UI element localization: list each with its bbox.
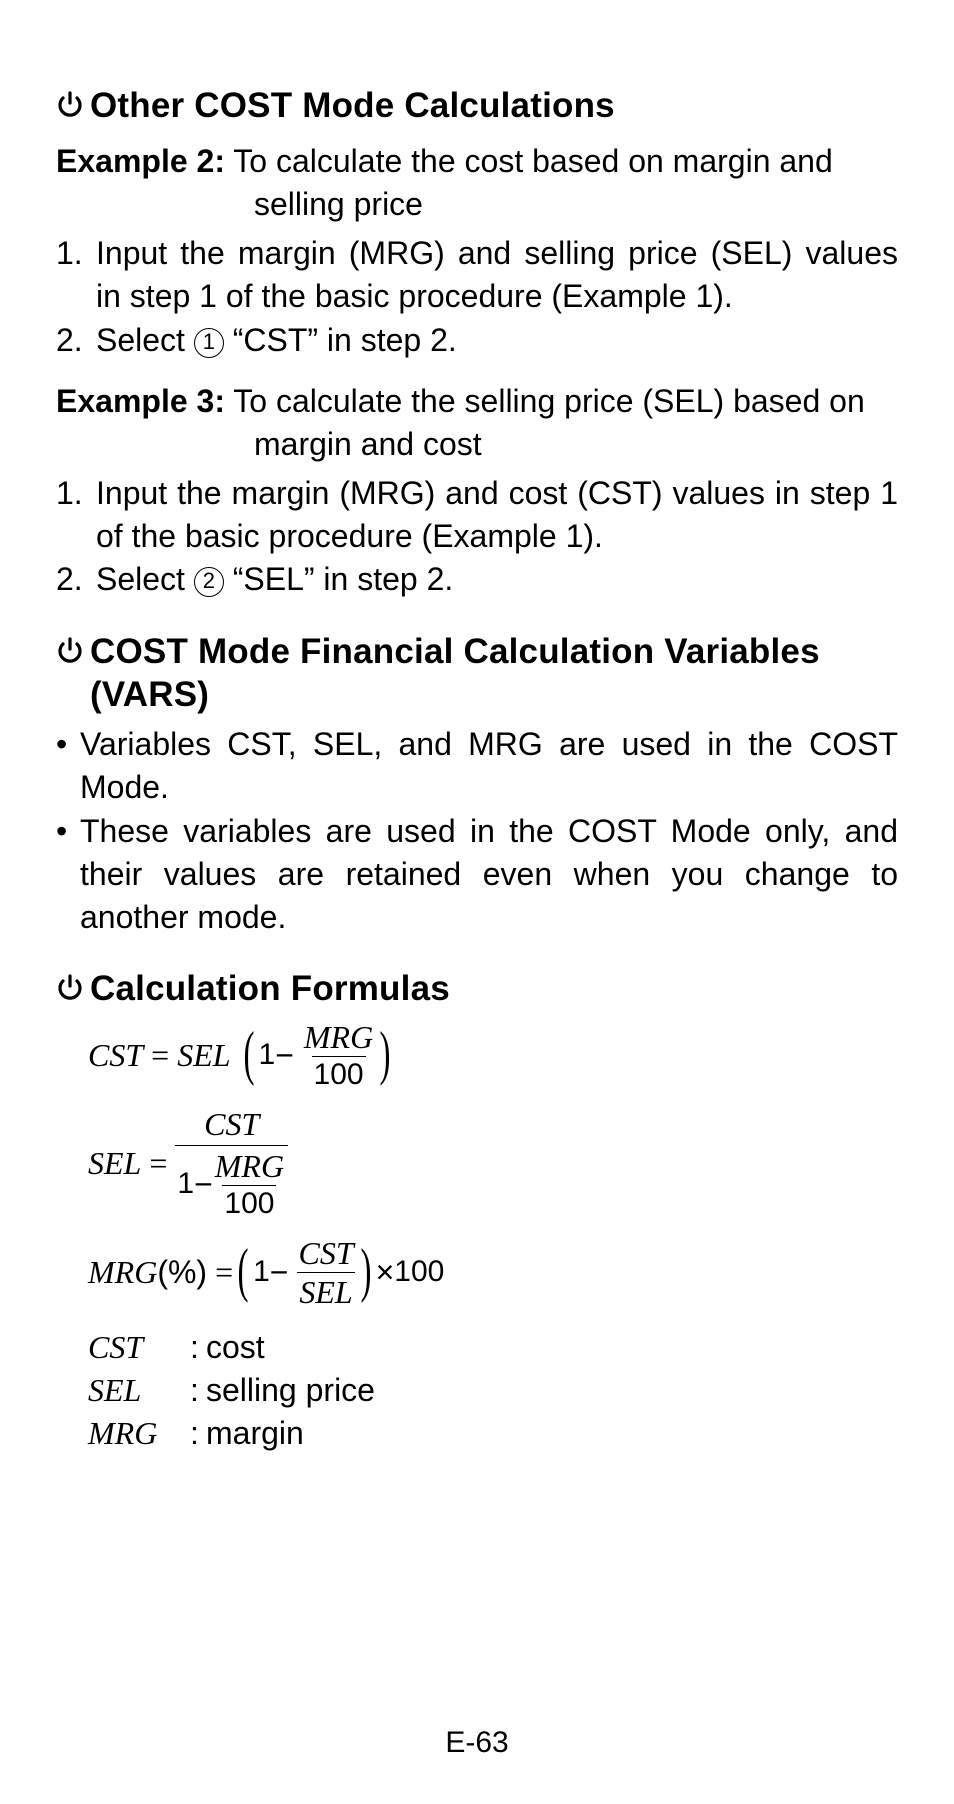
- page-number: E-63: [0, 1726, 954, 1760]
- fraction: MRG 100: [302, 1021, 375, 1090]
- example-2-steps: 1. Input the margin (MRG) and selling pr…: [56, 232, 898, 362]
- left-paren-icon: (: [243, 1019, 254, 1088]
- vars-bullets: • Variables CST, SEL, and MRG are used i…: [56, 723, 898, 939]
- right-paren-icon: ): [360, 1236, 371, 1305]
- fraction: CST 1 − MRG 100: [175, 1108, 288, 1219]
- def-row: MRG : margin: [88, 1412, 898, 1455]
- example-3-steps: 1. Input the margin (MRG) and cost (CST)…: [56, 472, 898, 602]
- section-title: Other COST Mode Calculations: [90, 84, 615, 128]
- example-2-cont: selling price: [56, 183, 898, 226]
- example-2-line1: To calculate the cost based on margin an…: [233, 143, 832, 179]
- example-3-line1: To calculate the selling price (SEL) bas…: [233, 383, 864, 419]
- example-3: Example 3: To calculate the selling pric…: [56, 380, 898, 466]
- list-item: 1. Input the margin (MRG) and cost (CST)…: [56, 472, 898, 558]
- def-row: SEL : selling price: [88, 1369, 898, 1412]
- example-2-label: Example 2: To calculate the cost based o…: [56, 143, 833, 179]
- formula-cst: CST = SEL ( 1 − MRG 100 ): [88, 1021, 898, 1090]
- def-row: CST : cost: [88, 1326, 898, 1369]
- section-title: COST Mode Financial Calculation Variable…: [90, 630, 898, 718]
- fraction: CST SEL: [296, 1237, 355, 1308]
- bullet-icon: •: [56, 810, 80, 940]
- list-item: • These variables are used in the COST M…: [56, 810, 898, 940]
- list-item: 2. Select 2 “SEL” in step 2.: [56, 558, 898, 601]
- ring-diamond-icon: [56, 90, 90, 127]
- left-paren-icon: (: [238, 1236, 249, 1305]
- bullet-icon: •: [56, 723, 80, 809]
- section-header-formulas: Calculation Formulas: [56, 967, 898, 1011]
- fraction: MRG 100: [213, 1150, 286, 1219]
- variable-definitions: CST : cost SEL : selling price MRG : mar…: [88, 1326, 898, 1456]
- formula-sel: SEL = CST 1 − MRG 100: [88, 1108, 898, 1219]
- formula-block: CST = SEL ( 1 − MRG 100 ) SEL = CST 1: [88, 1021, 898, 1308]
- example-2: Example 2: To calculate the cost based o…: [56, 140, 898, 226]
- circled-1-icon: 1: [194, 328, 224, 358]
- list-item: 1. Input the margin (MRG) and selling pr…: [56, 232, 898, 318]
- right-paren-icon: ): [380, 1019, 391, 1088]
- example-3-cont: margin and cost: [56, 423, 898, 466]
- list-item: 2. Select 1 “CST” in step 2.: [56, 319, 898, 362]
- section-header-vars: COST Mode Financial Calculation Variable…: [56, 630, 898, 718]
- example-3-label: Example 3: To calculate the selling pric…: [56, 383, 865, 419]
- ring-diamond-icon: [56, 973, 90, 1010]
- formula-mrg: MRG (%) = ( 1 − CST SEL ) × 100: [88, 1237, 898, 1308]
- section-title: Calculation Formulas: [90, 967, 450, 1011]
- ring-diamond-icon: [56, 636, 90, 673]
- manual-page: Other COST Mode Calculations Example 2: …: [0, 0, 954, 1804]
- section-header-other-cost: Other COST Mode Calculations: [56, 84, 898, 128]
- circled-2-icon: 2: [194, 567, 224, 597]
- list-item: • Variables CST, SEL, and MRG are used i…: [56, 723, 898, 809]
